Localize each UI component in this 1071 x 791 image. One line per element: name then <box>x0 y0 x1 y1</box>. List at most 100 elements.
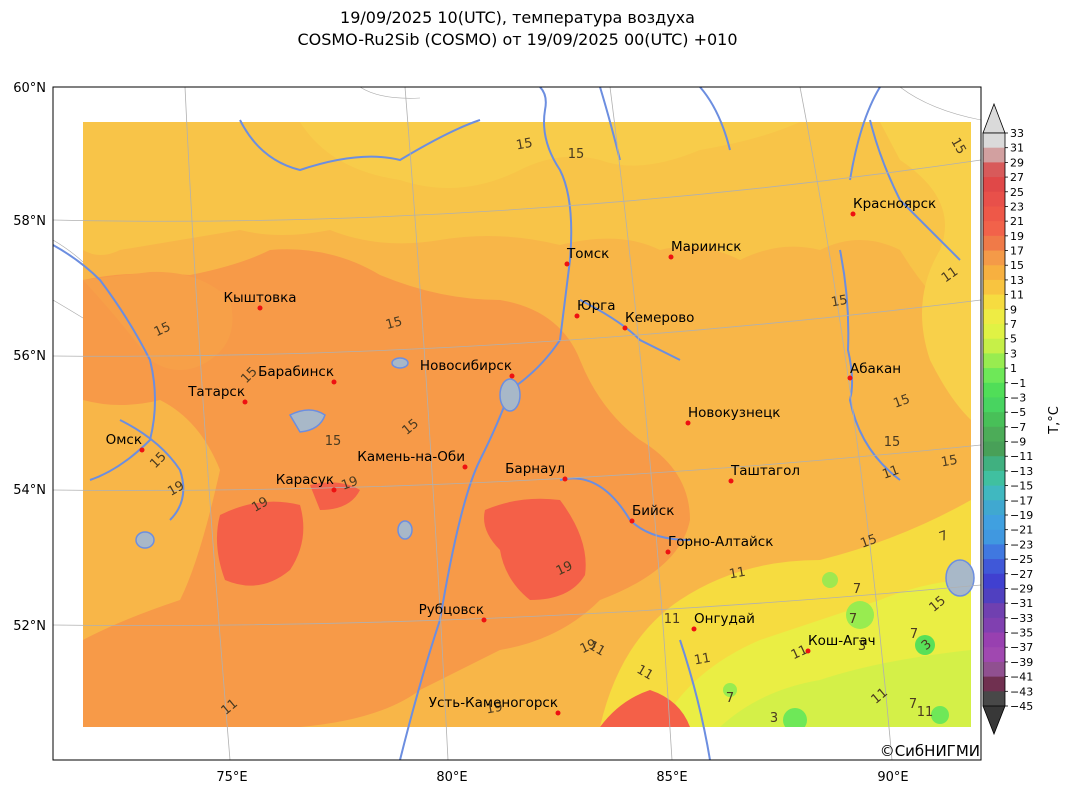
colorbar-segment <box>983 529 1005 545</box>
city-label: Таштагол <box>730 463 800 479</box>
graticule <box>53 87 981 760</box>
isoline-label: 15 <box>384 314 404 333</box>
lat-label: 60°N <box>13 81 46 96</box>
colorbar-segment <box>983 309 1005 325</box>
city-marker <box>564 261 570 267</box>
colorbar-tick-label: 13 <box>1010 274 1024 287</box>
colorbar-segment <box>983 221 1005 237</box>
isoline-label: 11 <box>586 638 608 659</box>
colorbar-tick-label: −43 <box>1010 685 1033 698</box>
colorbar-segment <box>983 544 1005 560</box>
colorbar-tick-label: 21 <box>1010 215 1024 228</box>
city-marker <box>555 710 561 716</box>
isoline-label: 7 <box>849 612 857 627</box>
colorbar-segment <box>983 368 1005 384</box>
colorbar-tick-label: −29 <box>1010 582 1033 595</box>
city-marker <box>242 399 248 405</box>
colorbar-tick-label: 33 <box>1010 127 1024 140</box>
colorbar-tick-label: 17 <box>1010 245 1024 258</box>
colorbar-segment <box>983 265 1005 281</box>
lon-label: 75°E <box>216 770 247 785</box>
isoline-label: 11 <box>693 651 712 669</box>
colorbar-segment <box>983 441 1005 457</box>
colorbar-tick-label: −7 <box>1010 421 1026 434</box>
city-marker <box>805 648 811 654</box>
colorbar-segment <box>983 147 1005 163</box>
city-label: Абакан <box>850 361 901 377</box>
colorbar-tick-label: −35 <box>1010 627 1033 640</box>
city-marker <box>728 478 734 484</box>
city-marker <box>691 626 697 632</box>
colorbar-segment <box>983 412 1005 428</box>
city-label: Карасук <box>276 472 334 488</box>
colorbar-tick-label: −1 <box>1010 377 1026 390</box>
lat-label: 52°N <box>13 619 46 634</box>
isoline-label: 15 <box>515 136 534 154</box>
isoline-label: 19 <box>249 494 271 515</box>
lat-label: 58°N <box>13 214 46 229</box>
isoline-label: 11 <box>664 612 681 627</box>
city-marker <box>331 379 337 385</box>
city-marker <box>562 476 568 482</box>
colorbar-tick-label: 5 <box>1010 333 1017 346</box>
isoline-label: 3 <box>770 711 778 726</box>
city-label: Барнаул <box>505 461 565 477</box>
colorbar-segment <box>983 456 1005 472</box>
city-label: Барабинск <box>258 364 334 380</box>
city-marker <box>257 305 263 311</box>
colorbar-tick-label: 15 <box>1010 259 1024 272</box>
colorbar-top-extend <box>982 102 1006 134</box>
map-title: 19/09/2025 10(UTC), температура воздуха <box>340 8 695 27</box>
colorbar-tick-label: 19 <box>1010 230 1024 243</box>
lon-label: 80°E <box>436 770 467 785</box>
isoline-label: 15 <box>568 147 585 162</box>
colorbar-segment <box>983 470 1005 487</box>
city-label: Кыштовка <box>223 290 296 306</box>
colorbar-segment <box>983 632 1005 648</box>
isoline-label: 7 <box>853 582 861 597</box>
isoline-label: 15 <box>858 532 879 552</box>
colorbar-segment <box>983 500 1005 516</box>
city-label: Новокузнецк <box>688 405 780 421</box>
colorbar-tick-label: −45 <box>1010 700 1033 713</box>
city-label: Онгудай <box>694 611 755 627</box>
colorbar-tick-label: −13 <box>1010 465 1033 478</box>
colorbar-segment <box>983 235 1005 252</box>
city-label: Рубцовск <box>419 602 484 618</box>
colorbar-segment <box>983 162 1005 178</box>
city-markers: Красноярск Томск Мариинск Кыштовка Юрга Кемер… <box>106 196 936 716</box>
colorbar-tick-label: 9 <box>1010 303 1017 316</box>
colorbar-segment <box>983 573 1005 589</box>
colorbar-segment <box>983 382 1005 398</box>
colorbar-tick-label: 31 <box>1010 142 1024 155</box>
colorbar-segment <box>983 338 1005 354</box>
colorbar-segment <box>983 250 1005 266</box>
city-label: Новосибирск <box>420 358 512 374</box>
colorbar-tick-label: 29 <box>1010 156 1024 169</box>
colorbar-tick-label: −23 <box>1010 538 1033 551</box>
colorbar-tick-label: 7 <box>1010 318 1017 331</box>
map-border <box>52 86 982 761</box>
colorbar-segment <box>983 191 1005 207</box>
city-label: Юрга <box>577 298 616 314</box>
city-label: Красноярск <box>853 196 936 212</box>
colorbar-tick-label: −9 <box>1010 436 1026 449</box>
isoline-label: 11 <box>634 662 656 683</box>
isoline-label: 7 <box>909 697 917 712</box>
isoline-label: 7 <box>726 691 734 706</box>
colorbar-tick-label: −21 <box>1010 524 1033 537</box>
colorbar-segment <box>983 559 1005 575</box>
colorbar-segment <box>983 515 1005 531</box>
colorbar-segment <box>983 133 1005 149</box>
colorbar-tick-label: −33 <box>1010 612 1033 625</box>
colorbar-tick-label: 3 <box>1010 347 1017 360</box>
colorbar-segment <box>983 294 1005 310</box>
colorbar-tick-label: −5 <box>1010 406 1026 419</box>
colorbar-tick-label: −15 <box>1010 480 1033 493</box>
city-marker <box>574 313 580 319</box>
colorbar-segment <box>983 617 1005 634</box>
colorbar-segment <box>983 676 1005 692</box>
isoline-label: 11 <box>880 463 901 483</box>
colorbar-label: T,°C <box>1047 406 1062 435</box>
